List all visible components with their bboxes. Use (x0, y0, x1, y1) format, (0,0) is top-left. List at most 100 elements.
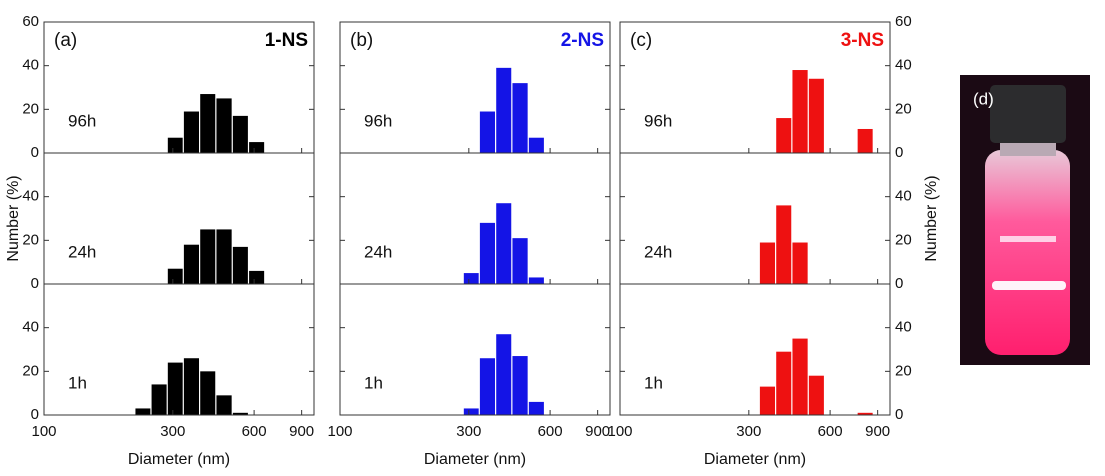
bar (167, 362, 183, 415)
bar (463, 273, 479, 284)
bar (232, 412, 248, 415)
x-tick-label: 300 (160, 423, 185, 440)
x-tick-label: 900 (585, 423, 610, 440)
bar (135, 408, 151, 415)
bar (759, 242, 776, 284)
bar (776, 118, 792, 153)
x-tick-label: 600 (242, 423, 267, 440)
time-label: 96h (364, 111, 392, 130)
y-tick-label: 0 (895, 144, 903, 161)
x-axis-label: Diameter (nm) (128, 451, 230, 468)
vial-body (985, 150, 1070, 355)
x-axis-label: Diameter (nm) (424, 451, 526, 468)
x-tick-label: 100 (31, 423, 56, 440)
bar (232, 115, 248, 153)
y-tick-label: 60 (895, 13, 912, 30)
time-label: 1h (364, 373, 383, 392)
y-tick-label: 0 (895, 275, 903, 292)
bar (183, 111, 200, 153)
y-tick-label: 20 (22, 100, 39, 117)
bar (528, 277, 544, 284)
plot-frame (339, 283, 611, 416)
y-tick-label: 20 (22, 231, 39, 248)
y-tick-label: 0 (31, 406, 39, 423)
bar (496, 67, 512, 153)
bar (528, 401, 544, 415)
bar (249, 270, 265, 284)
y-axis-label: Number (%) (923, 175, 940, 261)
vial-photo: (d) (960, 75, 1090, 365)
bar (496, 334, 512, 415)
bar (479, 222, 496, 284)
bar (792, 242, 808, 284)
bar (167, 137, 183, 153)
y-tick-label: 60 (22, 13, 39, 30)
panel-label: (a) (54, 30, 77, 51)
photo-label: (d) (973, 89, 994, 108)
bar (512, 83, 528, 153)
x-tick-label: 300 (736, 423, 761, 440)
bar (759, 386, 776, 415)
bar (512, 238, 528, 284)
x-tick-label: 100 (327, 423, 352, 440)
x-tick-label: 100 (607, 423, 632, 440)
vial-cap (990, 85, 1066, 143)
plot-frame (619, 283, 891, 416)
bar (792, 70, 808, 153)
bar (776, 351, 792, 415)
plot-frame (43, 283, 315, 416)
bar (808, 375, 824, 415)
bar (512, 356, 528, 415)
bar (496, 203, 512, 284)
bar (183, 358, 200, 415)
plot-frame (43, 152, 315, 285)
bar (200, 94, 216, 153)
meniscus (1000, 236, 1056, 242)
bar (232, 246, 248, 284)
bar (857, 412, 873, 415)
bar (792, 338, 808, 415)
bar (151, 384, 167, 415)
bar (776, 205, 792, 284)
x-tick-label: 600 (818, 423, 843, 440)
y-tick-label: 40 (895, 57, 912, 74)
bar (167, 268, 183, 284)
panel-label: (b) (350, 30, 373, 51)
time-label: 1h (68, 373, 87, 392)
time-label: 96h (644, 111, 672, 130)
y-tick-label: 20 (895, 231, 912, 248)
bar (479, 358, 496, 415)
x-axis-label: Diameter (nm) (704, 451, 806, 468)
sample-label: 1-NS (265, 30, 308, 51)
sample-label: 3-NS (841, 30, 884, 51)
time-label: 24h (644, 242, 672, 261)
bar (857, 128, 873, 153)
bar (463, 408, 479, 415)
y-tick-label: 0 (31, 275, 39, 292)
bar (200, 229, 216, 284)
plot-frame (619, 152, 891, 285)
y-tick-label: 40 (895, 319, 912, 336)
y-tick-label: 0 (31, 144, 39, 161)
y-tick-label: 0 (895, 406, 903, 423)
y-tick-label: 20 (895, 362, 912, 379)
sample-label: 2-NS (561, 30, 604, 51)
time-label: 24h (364, 242, 392, 261)
bar (200, 371, 216, 415)
y-tick-label: 40 (22, 319, 39, 336)
y-tick-label: 20 (895, 100, 912, 117)
bar (249, 142, 265, 153)
x-tick-label: 600 (538, 423, 563, 440)
bar (216, 98, 232, 153)
bar (216, 395, 232, 415)
y-tick-label: 40 (22, 57, 39, 74)
bar (216, 229, 232, 284)
x-tick-label: 900 (865, 423, 890, 440)
bar (528, 137, 544, 153)
y-tick-label: 40 (22, 188, 39, 205)
time-label: 96h (68, 111, 96, 130)
time-label: 1h (644, 373, 663, 392)
x-tick-label: 900 (289, 423, 314, 440)
